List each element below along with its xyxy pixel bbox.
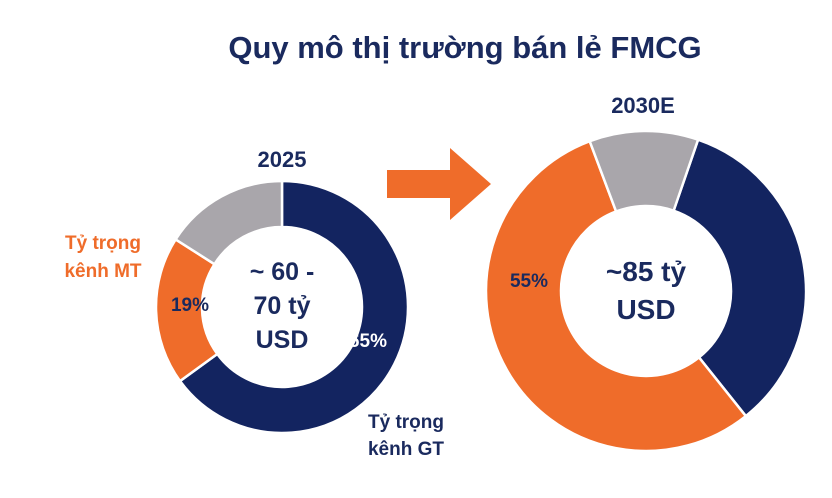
donut-chart-2025: 2025 ~ 60 - 70 tỷ USD 65% 19% bbox=[154, 147, 410, 435]
donut-2025-center-line-2: 70 tỷ bbox=[254, 292, 311, 320]
donut-2030e-slice-gt bbox=[672, 138, 808, 418]
donut-2025-label-gt: 65% bbox=[349, 331, 387, 352]
arrow-right-icon bbox=[387, 148, 491, 220]
annotation-mt-line-1: Tỷ trọng bbox=[65, 233, 141, 254]
annotation-gt-line-2: kênh GT bbox=[368, 439, 444, 460]
donut-2030e-slice-other bbox=[588, 129, 700, 213]
donut-2025-year-label: 2025 bbox=[258, 147, 307, 172]
donut-2030e-label-mt: 55% bbox=[510, 271, 548, 292]
donut-2030e-center-line-2: USD bbox=[616, 294, 675, 325]
donut-chart-2030e: 2030E ~85 tỷ USD 55% bbox=[484, 93, 808, 453]
donut-2025-center-line-1: ~ 60 - bbox=[250, 258, 315, 286]
chart-title: Quy mô thị trường bán lẻ FMCG bbox=[228, 30, 701, 65]
annotation-mt-line-2: kênh MT bbox=[64, 261, 141, 282]
donut-2025-slice-gt bbox=[178, 179, 410, 435]
donut-2025-slice-other bbox=[174, 179, 284, 266]
donut-2025-label-mt: 19% bbox=[171, 295, 209, 316]
donut-2030e-center-line-1: ~85 tỷ bbox=[606, 256, 687, 287]
donut-2025-center-line-3: USD bbox=[256, 326, 309, 354]
donut-2030e-year-label: 2030E bbox=[611, 93, 675, 118]
donut-2030e-slice-mt bbox=[484, 139, 748, 453]
annotation-gt-line-1: Tỷ trọng bbox=[368, 412, 444, 433]
